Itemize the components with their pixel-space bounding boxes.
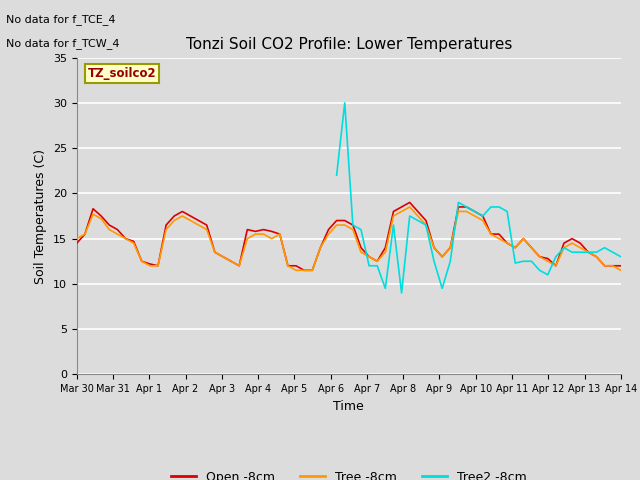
Legend: Open -8cm, Tree -8cm, Tree2 -8cm: Open -8cm, Tree -8cm, Tree2 -8cm	[166, 466, 532, 480]
Text: No data for f_TCE_4: No data for f_TCE_4	[6, 14, 116, 25]
Text: TZ_soilco2: TZ_soilco2	[88, 67, 156, 80]
Y-axis label: Soil Temperatures (C): Soil Temperatures (C)	[35, 148, 47, 284]
X-axis label: Time: Time	[333, 400, 364, 413]
Text: No data for f_TCW_4: No data for f_TCW_4	[6, 38, 120, 49]
Title: Tonzi Soil CO2 Profile: Lower Temperatures: Tonzi Soil CO2 Profile: Lower Temperatur…	[186, 37, 512, 52]
